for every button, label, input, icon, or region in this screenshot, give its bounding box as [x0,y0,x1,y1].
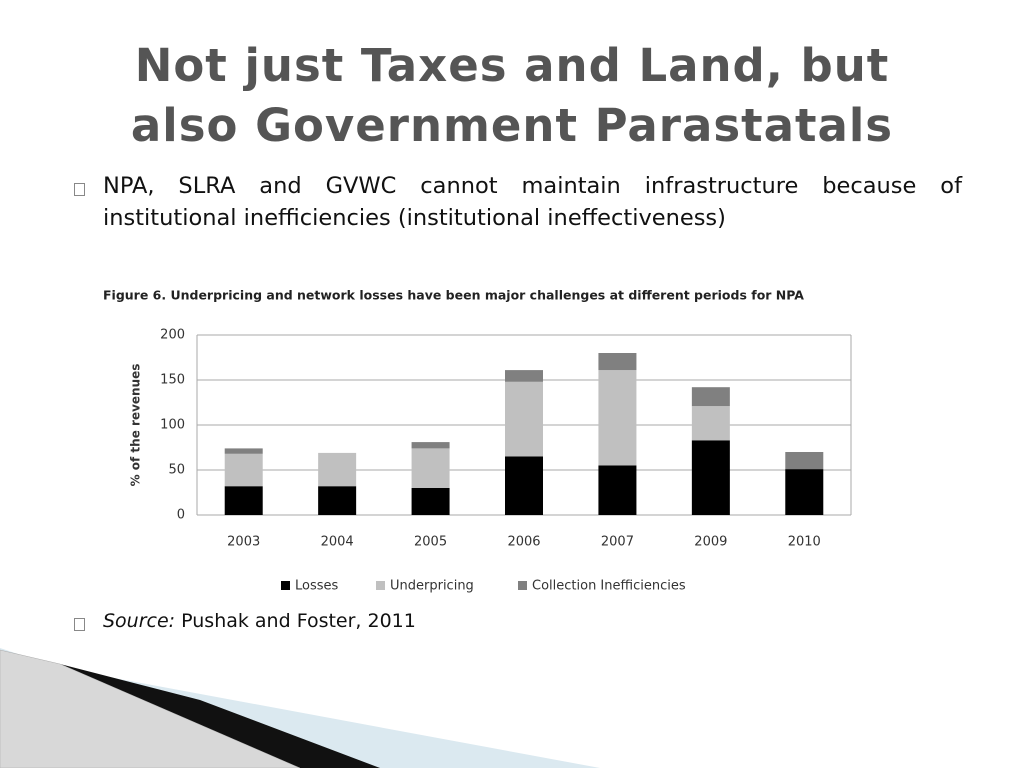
slide-title: Not just Taxes and Land, but also Govern… [0,36,1024,156]
bar-segment [411,448,450,488]
source-text: Pushak and Foster, 2011 [181,610,416,632]
y-tick-label: 150 [160,373,185,388]
y-tick-label: 0 [177,508,185,523]
bar-segment [411,442,450,449]
y-tick-label: 50 [168,463,185,478]
bar-segment [318,486,357,515]
x-tick-label: 2010 [788,535,821,550]
y-tick-label: 100 [160,418,185,433]
bar-segment [691,387,730,407]
legend-swatch [518,581,527,590]
x-tick-label: 2003 [227,535,260,550]
legend-label: Losses [295,579,339,594]
bar-segment [691,440,730,515]
bar-segment [598,370,637,466]
y-tick-label: 200 [160,328,185,343]
title-line: Not just Taxes and Land, but [134,39,890,92]
bar-segment [318,452,357,487]
source: Source: Pushak and Foster, 2011 [103,610,416,632]
bar-segment [785,452,824,470]
chart-title: Figure 6. Underpricing and network losse… [103,288,804,303]
legend-swatch [281,581,290,590]
bar-segment [598,353,637,371]
x-tick-label: 2004 [321,535,354,550]
legend-swatch [376,581,385,590]
bullet-icon [74,183,85,196]
x-tick-label: 2007 [601,535,634,550]
bar-segment [224,486,263,515]
bar-segment [411,488,450,515]
legend-label: Underpricing [390,579,474,594]
title-line: also Government Parastatals [130,99,894,152]
x-tick-label: 2006 [507,535,540,550]
bar-segment [691,406,730,441]
bar-segment [224,453,263,487]
bar-segment [505,456,543,515]
x-tick-label: 2009 [694,535,727,550]
bar-segment [224,448,263,454]
bullet-icon [74,618,85,631]
bullet-text: NPA, SLRA and GVWC cannot maintain infra… [103,173,962,231]
bar-segment [598,465,637,515]
y-axis-label: % of the revenues [129,364,143,487]
x-tick-label: 2005 [414,535,447,550]
bar-segment [505,381,543,457]
bar-segment [505,370,543,382]
source-label: Source: [103,610,176,632]
legend-label: Collection Inefficiencies [532,579,686,594]
bar-segment [785,469,824,515]
decoration [0,648,600,768]
